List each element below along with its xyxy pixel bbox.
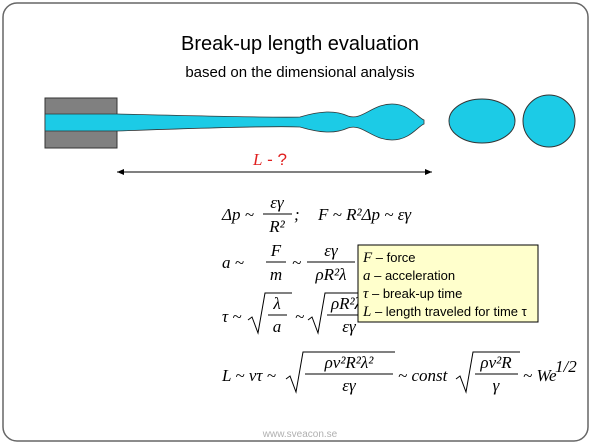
denominator: a: [273, 317, 282, 336]
legend-text: – break-up time: [368, 286, 462, 301]
legend-symbol: F: [362, 250, 373, 266]
legend-symbol: a: [363, 268, 371, 284]
footer: www.sveacon.se: [262, 429, 338, 440]
denominator: R²: [268, 217, 285, 236]
droplet: [448, 98, 516, 144]
formula-text: ;: [294, 205, 300, 224]
length-symbol: L: [252, 150, 262, 169]
length-arrow: [117, 169, 432, 175]
formula-text: L ~ vτ ~: [221, 366, 276, 385]
formula: L ~ vτ ~ ρv²R²λ² εγ ~ const ρv²R γ ~ We …: [221, 351, 577, 395]
title: Break-up length evaluation: [181, 33, 419, 55]
legend-entry: τ – break-up time: [363, 286, 462, 302]
formula: Δp ~ εγ R² ; F ~ R²Δp ~ εγ: [221, 193, 412, 236]
formula-text: τ ~: [222, 307, 242, 326]
legend-entry: L – length traveled for time τ: [362, 304, 528, 320]
length-text: - ?: [262, 150, 287, 169]
exponent: 1/2: [555, 357, 577, 376]
root-sign: [247, 292, 292, 335]
denominator: ρR²λ: [314, 265, 346, 284]
formula-text: ~: [292, 253, 301, 272]
denominator: m: [270, 265, 282, 284]
formula: a ~ F m ~ εγ ρR²λ: [222, 241, 355, 284]
numerator: εγ: [270, 193, 285, 212]
formula-text: ~ We: [523, 366, 557, 385]
legend-entry: F – force: [362, 250, 416, 266]
legend-text: – acceleration: [371, 268, 456, 283]
legend-text: – length traveled for time τ: [371, 304, 527, 319]
legend-symbol: τ: [363, 286, 369, 302]
denominator: γ: [493, 376, 501, 395]
legend-box: [357, 244, 539, 323]
formula-text: ~ const: [398, 366, 449, 385]
denominator: εγ: [342, 317, 357, 336]
numerator: εγ: [324, 241, 339, 260]
formula-text: F ~ R²Δp ~ εγ: [317, 205, 412, 224]
root-sign: [285, 351, 395, 394]
root-sign: [455, 351, 520, 394]
formula-text: Δp ~: [221, 205, 254, 224]
legend-entry: a – acceleration: [363, 268, 455, 284]
droplet: [522, 94, 576, 148]
formula-text: ~: [295, 307, 304, 326]
legend-text: – force: [372, 250, 415, 265]
denominator: εγ: [342, 376, 357, 395]
subtitle: based on the dimensional analysis: [185, 64, 414, 81]
numerator: λ: [272, 294, 280, 313]
jet: [44, 103, 425, 141]
numerator: ρv²R: [479, 353, 512, 372]
legend-symbol: L: [362, 304, 371, 320]
formula-text: a ~: [222, 253, 244, 272]
length-label: L - ?: [252, 150, 287, 169]
numerator: ρv²R²λ²: [324, 353, 375, 372]
numerator: F: [270, 241, 282, 260]
root-sign: [307, 292, 375, 335]
